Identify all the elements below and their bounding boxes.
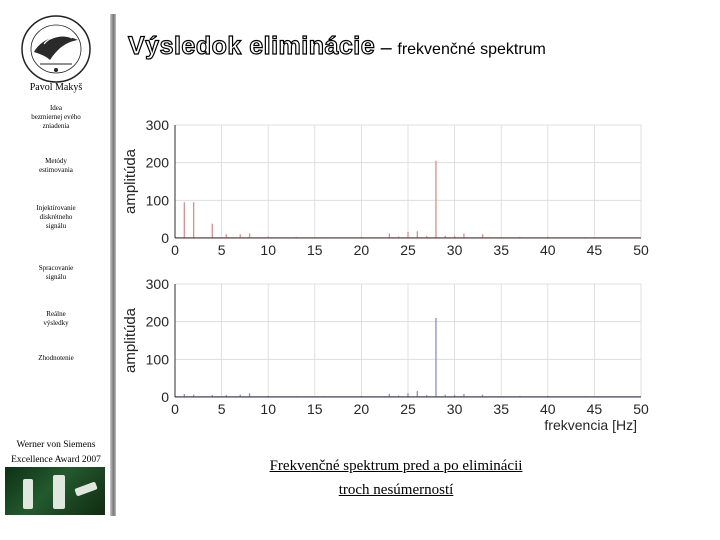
spectrum-charts: 0 5 10 15 20 25 30 35 40 45 500100200300amplitúda … <box>122 117 649 433</box>
title-dash: – <box>375 37 398 59</box>
figure-caption: Frekvenčné spektrum pred a po eliminácii… <box>269 458 523 498</box>
x-tick-label: 5 <box>218 401 226 417</box>
award-label: Werner von Siemens Excellence Award 2007 <box>11 440 101 465</box>
award-photo <box>5 467 105 515</box>
sidebar-item-evaluation[interactable]: Zhodnotenie <box>38 354 74 362</box>
y-tick-label: 100 <box>146 351 170 367</box>
x-tick-label: 20 <box>354 401 370 417</box>
title-sub: frekvenčné spektrum <box>397 41 546 58</box>
y-tick-label: 100 <box>146 192 170 208</box>
sidebar-item-real-results[interactable]: Reálne výsledky <box>43 310 69 327</box>
sidebar-item-idea[interactable]: Idea bezmiernej evého zniadenia <box>31 104 81 130</box>
x-tick-label: 40 <box>540 401 556 417</box>
y-tick-label: 0 <box>161 230 169 246</box>
y-tick-label: 300 <box>146 117 170 133</box>
x-tick-label: 40 <box>540 242 556 258</box>
y-axis-label: amplitúda <box>122 148 139 214</box>
page-title: Výsledok eliminácie – frekvenčné spektru… <box>127 31 546 61</box>
x-tick-label: 30 <box>447 242 463 258</box>
x-tick-label: 35 <box>493 242 509 258</box>
sidebar-item-signal-processing[interactable]: Spracovanie signálu <box>38 264 74 281</box>
spectrum-before-chart: 0 5 10 15 20 25 30 35 40 45 50 0 100 200 300 amplitúda <box>122 117 649 258</box>
y-tick-label: 200 <box>146 155 170 171</box>
x-tick-label: 0 <box>171 401 179 417</box>
x-tick-label: 25 <box>400 401 416 417</box>
x-tick-label: 50 <box>633 401 649 417</box>
y-tick-label: 300 <box>146 276 170 292</box>
university-logo <box>21 15 91 83</box>
x-tick-label: 0 <box>171 242 179 258</box>
x-tick-label: 5 <box>218 242 226 258</box>
x-tick-label: 15 <box>307 242 323 258</box>
sidebar-item-estimation-methods[interactable]: Metódy estimovania <box>39 157 73 174</box>
sidebar: Pavol Makyš Idea bezmiernej evého zniade… <box>0 0 116 540</box>
x-tick-label: 35 <box>493 401 509 417</box>
sidebar-divider <box>110 14 116 516</box>
x-tick-label: 10 <box>260 242 276 258</box>
x-tick-label: 20 <box>354 242 370 258</box>
y-tick-label: 200 <box>146 314 170 330</box>
x-tick-label: 15 <box>307 401 323 417</box>
y-axis-label: amplitúda <box>122 307 139 373</box>
y-tick-label: 0 <box>161 389 169 405</box>
x-axis-label: frekvencia [Hz] <box>544 417 637 433</box>
x-tick-label: 50 <box>633 242 649 258</box>
sidebar-item-signal-injection[interactable]: Injektírovanie diskrétneho signálu <box>36 204 76 230</box>
x-tick-label: 25 <box>400 242 416 258</box>
x-tick-label: 30 <box>447 401 463 417</box>
spectrum-after-chart: 0 5 10 15 20 25 30 35 40 45 50 0 100 200 300 amplitúda f… <box>122 276 649 433</box>
author-name: Pavol Makyš <box>29 82 83 93</box>
title-main: Výsledok eliminácie <box>127 31 376 60</box>
x-tick-label: 45 <box>587 401 603 417</box>
x-tick-label: 10 <box>260 401 276 417</box>
x-tick-label: 45 <box>587 242 603 258</box>
